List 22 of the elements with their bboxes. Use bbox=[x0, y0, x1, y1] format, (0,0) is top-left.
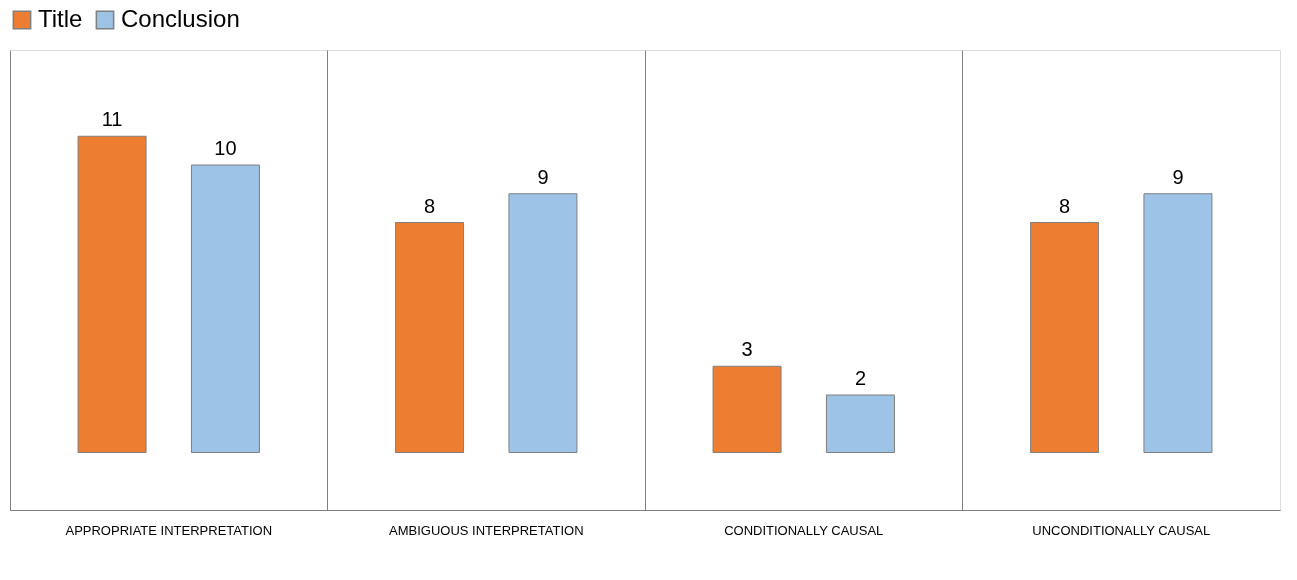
bar bbox=[190, 164, 260, 453]
bar bbox=[1030, 222, 1100, 453]
bar bbox=[825, 394, 895, 453]
bar bbox=[77, 135, 147, 453]
data-label: 9 bbox=[537, 165, 549, 188]
data-label: 9 bbox=[1172, 165, 1184, 188]
bar bbox=[1143, 193, 1213, 453]
data-label: 8 bbox=[1058, 194, 1071, 217]
x-tick-label: UNCONDITIONALLY CAUSAL bbox=[1032, 522, 1211, 538]
data-label: 10 bbox=[214, 137, 237, 159]
legend-label: Conclusion bbox=[121, 5, 240, 32]
x-tick-label: APPROPRIATE INTERPRETATION bbox=[65, 522, 273, 538]
data-label: 2 bbox=[854, 367, 867, 389]
data-label: 3 bbox=[741, 338, 753, 361]
bar bbox=[712, 365, 782, 453]
bar bbox=[395, 222, 465, 453]
legend-label: Title bbox=[38, 5, 83, 32]
x-tick-label: AMBIGUOUS INTERPRETATION bbox=[388, 522, 584, 538]
data-label: 8 bbox=[423, 194, 436, 217]
bar bbox=[508, 193, 578, 453]
data-label: 11 bbox=[101, 108, 123, 131]
x-tick-label: CONDITIONALLY CAUSAL bbox=[724, 522, 884, 538]
